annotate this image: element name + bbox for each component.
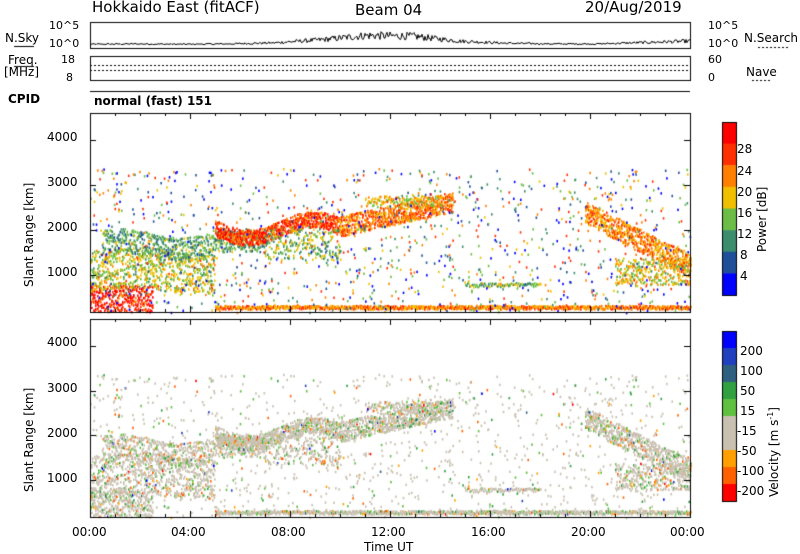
power-ytick: 2000 [47, 220, 78, 234]
time-tick: 12:00 [371, 525, 406, 539]
velocity-cbar-tick: -100 [737, 464, 765, 478]
power-cbar-tick: 24 [737, 164, 753, 178]
time-tick: 00:00 [670, 525, 705, 539]
power-ytick: 3000 [47, 175, 78, 189]
velocity-cbar-tick: 50 [740, 384, 756, 398]
velocity-ytick: 2000 [47, 426, 78, 440]
velocity-cbar-tick: 100 [740, 364, 763, 378]
velocity-colorbar-label: Velocity [m s-1] [766, 407, 781, 497]
nsearch-tick-bottom: 10^0 [708, 37, 739, 50]
power-cbar-tick: 12 [737, 227, 753, 241]
time-axis-label: Time UT [364, 540, 414, 554]
freq-label: Freq. [8, 53, 38, 67]
date-label: 20/Aug/2019 [585, 0, 682, 16]
velocity-cbar-tick: -50 [737, 444, 757, 458]
freq-unit-label: [MHz] [4, 65, 40, 79]
power-ytick: 1000 [47, 265, 78, 279]
freq-tick-bottom: 8 [66, 71, 73, 84]
power-cbar-tick: 20 [737, 185, 753, 199]
velocity-cbar-tick: 200 [740, 344, 763, 358]
time-tick: 16:00 [471, 525, 506, 539]
power-cbar-tick: 4 [740, 269, 748, 283]
velocity-cbar-tick: 15 [740, 404, 756, 418]
velocity-ytick: 1000 [47, 471, 78, 485]
time-tick: 08:00 [271, 525, 306, 539]
power-cbar-tick: 8 [740, 248, 748, 262]
velocity-ytick: 3000 [47, 381, 78, 395]
cpid-label: CPID [8, 92, 41, 106]
freq-tick-top: 18 [61, 53, 75, 66]
power-ytick: 4000 [47, 130, 78, 144]
time-tick: 20:00 [571, 525, 606, 539]
nsky-tick-bottom: 10^0 [49, 37, 80, 50]
power-cbar-tick: 28 [737, 142, 753, 156]
nsky-tick-top: 10^5 [49, 19, 80, 32]
velocity-ytick: 4000 [47, 335, 78, 349]
power-y-axis-label: Slant Range [km] [22, 182, 36, 287]
plot-title: Hokkaido East (fitACF) [92, 0, 260, 16]
time-tick: 00:00 [72, 525, 107, 539]
velocity-y-axis-label: Slant Range [km] [22, 387, 36, 492]
nave-tick-bottom: 0 [708, 71, 715, 84]
nave-tick-top: 60 [708, 53, 722, 66]
cpid-value: normal (fast) 151 [94, 94, 212, 108]
nsky-label: N.Sky [5, 31, 40, 45]
nsearch-label: N.Search [744, 31, 799, 45]
velocity-cbar-tick: -15 [737, 424, 757, 438]
power-colorbar-label: Power [dB] [755, 186, 769, 252]
nave-label: Nave [746, 65, 777, 79]
velocity-cbar-tick: -200 [737, 484, 765, 498]
power-cbar-tick: 16 [737, 206, 753, 220]
time-tick: 04:00 [171, 525, 206, 539]
beam-label: Beam 04 [355, 1, 423, 19]
nsearch-tick-top: 10^5 [708, 19, 739, 32]
